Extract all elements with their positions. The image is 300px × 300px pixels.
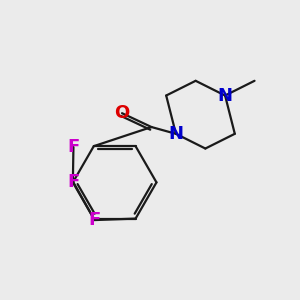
Text: F: F — [67, 138, 80, 156]
Text: F: F — [67, 173, 80, 191]
Text: N: N — [168, 125, 183, 143]
Text: F: F — [88, 211, 100, 229]
Text: N: N — [218, 86, 232, 104]
Text: O: O — [114, 104, 130, 122]
